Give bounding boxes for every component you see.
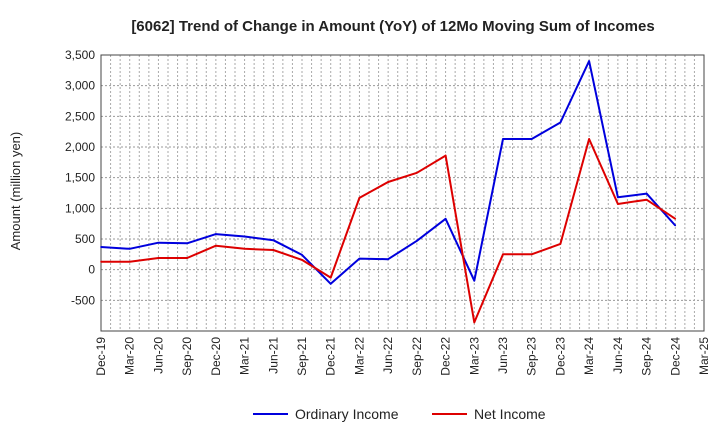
x-tick-label: Mar-25 — [697, 337, 711, 375]
x-tick-label: Sep-21 — [295, 337, 309, 376]
data-point-net-income — [387, 181, 389, 183]
data-point-net-income — [186, 257, 188, 259]
data-point-net-income — [588, 138, 590, 140]
data-point-ordinary-income — [645, 192, 648, 195]
data-point-net-income — [416, 171, 418, 174]
y-tick-label: -500 — [71, 293, 95, 307]
data-point-net-income — [444, 154, 447, 157]
y-tick-label: 1,000 — [65, 201, 95, 215]
x-tick-label: Sep-20 — [180, 337, 194, 376]
data-point-ordinary-income — [186, 242, 188, 245]
y-tick-label: 3,500 — [65, 48, 95, 62]
data-point-ordinary-income — [128, 248, 131, 250]
data-point-net-income — [530, 253, 533, 256]
x-tick-label: Jun-24 — [611, 337, 625, 374]
legend: Ordinary Income Net Income — [253, 406, 546, 422]
x-tick-label: Sep-24 — [640, 337, 654, 376]
data-point-ordinary-income — [444, 217, 447, 220]
y-axis-label: Amount (million yen) — [8, 132, 23, 251]
data-point-net-income — [301, 259, 303, 261]
x-tick-label: Mar-22 — [352, 337, 366, 375]
y-tick-label: 3,000 — [65, 79, 95, 93]
data-point-ordinary-income — [329, 282, 332, 285]
data-point-ordinary-income — [301, 254, 303, 256]
data-point-ordinary-income — [387, 258, 389, 261]
plot-frame — [100, 54, 705, 332]
data-point-net-income — [645, 198, 648, 201]
data-point-ordinary-income — [416, 240, 418, 242]
x-tick-label: Dec-20 — [209, 337, 223, 376]
data-point-ordinary-income — [272, 239, 275, 242]
data-point-net-income — [559, 243, 562, 245]
data-point-net-income — [358, 197, 361, 199]
series-line-net-income — [101, 138, 676, 324]
x-tick-label: Dec-19 — [94, 337, 108, 376]
data-point-net-income — [243, 248, 246, 250]
data-point-net-income — [473, 321, 476, 324]
data-point-ordinary-income — [215, 233, 217, 235]
chart-title: [6062] Trend of Change in Amount (YoY) o… — [131, 18, 654, 35]
data-point-ordinary-income — [502, 138, 504, 140]
data-point-net-income — [100, 260, 102, 263]
data-point-net-income — [128, 260, 131, 263]
y-tick-layer: 3,500 3,000 2,500 2,000 1,500 1,000 500 0 -500 — [65, 48, 95, 307]
y-tick-label: 0 — [88, 263, 95, 277]
grid-layer — [100, 54, 705, 331]
x-tick-layer: Dec-19 Mar-20 Jun-20 Sep-20 Dec-20 Mar-21 Jun-… — [94, 337, 711, 376]
data-point-net-income — [157, 257, 160, 259]
data-point-net-income — [272, 249, 275, 251]
data-point-ordinary-income — [588, 60, 590, 62]
x-tick-label: Dec-24 — [668, 337, 682, 376]
x-tick-label: Jun-20 — [151, 337, 165, 374]
x-tick-label: Mar-23 — [467, 337, 481, 375]
data-point-ordinary-income — [358, 257, 361, 260]
data-point-net-income — [502, 253, 504, 256]
x-tick-label: Dec-21 — [324, 337, 338, 376]
data-point-ordinary-income — [100, 246, 102, 248]
x-tick-label: Jun-23 — [496, 337, 510, 374]
data-point-ordinary-income — [674, 224, 677, 227]
x-tick-label: Dec-23 — [553, 337, 567, 376]
data-point-ordinary-income — [559, 121, 562, 124]
x-tick-label: Jun-22 — [381, 337, 395, 374]
legend-label-ordinary-income: Ordinary Income — [295, 406, 399, 422]
y-tick-label: 1,500 — [65, 171, 95, 185]
data-point-ordinary-income — [530, 138, 533, 140]
data-point-net-income — [329, 276, 332, 279]
data-point-ordinary-income — [617, 196, 619, 199]
y-tick-label: 2,500 — [65, 109, 95, 123]
x-tick-label: Mar-21 — [238, 337, 252, 375]
data-point-ordinary-income — [157, 241, 160, 244]
x-tick-label: Mar-20 — [123, 337, 137, 375]
y-tick-label: 2,000 — [65, 140, 95, 154]
x-tick-label: Mar-24 — [582, 337, 596, 375]
data-point-net-income — [674, 217, 677, 220]
y-tick-label: 500 — [75, 232, 95, 246]
data-point-ordinary-income — [473, 279, 476, 282]
x-tick-label: Jun-21 — [266, 337, 280, 374]
data-point-ordinary-income — [243, 235, 246, 238]
x-tick-label: Sep-22 — [410, 337, 424, 376]
series-layer — [100, 60, 677, 324]
x-tick-label: Dec-22 — [439, 337, 453, 376]
x-tick-label: Sep-23 — [525, 337, 539, 376]
data-point-net-income — [617, 203, 619, 205]
legend-label-net-income: Net Income — [474, 406, 546, 422]
data-point-net-income — [215, 244, 217, 247]
